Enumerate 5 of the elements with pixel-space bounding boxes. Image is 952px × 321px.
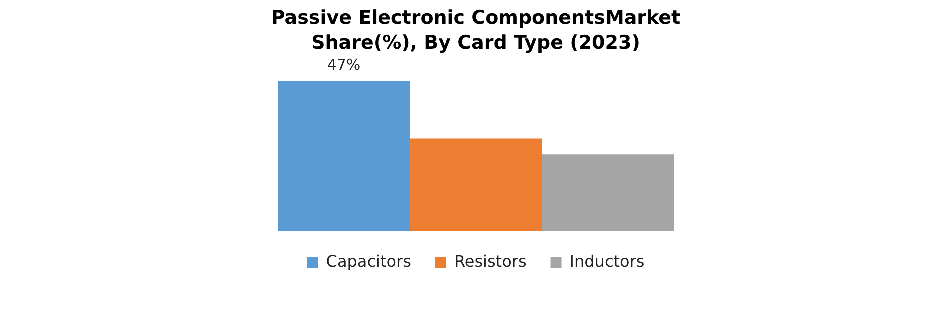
chart-title: Passive Electronic ComponentsMarket Share(%), By Card Type (2023)	[270, 6, 682, 56]
legend-label: Inductors	[570, 252, 645, 272]
data-label: 47%	[327, 56, 361, 74]
legend-label: Resistors	[454, 252, 527, 272]
legend-label: Capacitors	[326, 252, 412, 272]
